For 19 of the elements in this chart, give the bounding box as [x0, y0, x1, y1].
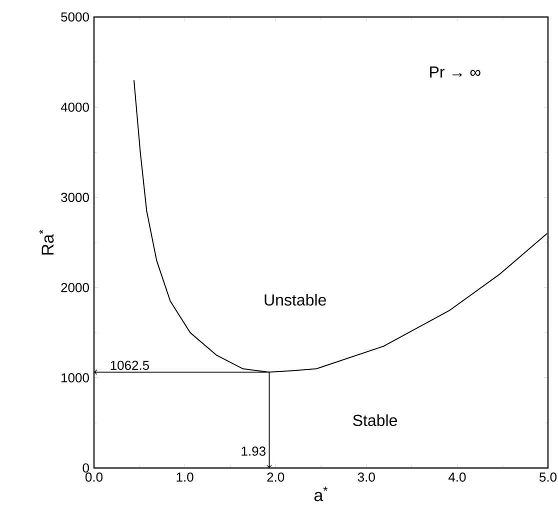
annotation: Stable — [353, 414, 397, 426]
x-tick-label: 2.0 — [267, 472, 284, 482]
y-tick-label: 3000 — [61, 192, 89, 202]
x-tick-label: 4.0 — [448, 472, 466, 482]
x-tick-label: 0.0 — [85, 472, 103, 482]
annotation: Pr → ∞ — [430, 66, 480, 78]
y-tick-label: 1000 — [62, 373, 89, 382]
y-tick-label: 4000 — [60, 102, 89, 112]
x-tick-label: 5.0 — [539, 472, 557, 482]
annotation: Unstable — [264, 294, 326, 306]
x-axis-title: a$^{*}$ — [314, 486, 328, 502]
ref-line-label: 1062.5 — [110, 360, 150, 370]
y-axis-title: Ra$^{*}$ — [39, 230, 54, 255]
x-tick-label: 1.0 — [176, 472, 194, 482]
y-tick-label: 0 — [82, 463, 89, 473]
ref-line-label: 1.93 — [242, 446, 266, 456]
y-tick-label: 5000 — [61, 12, 89, 22]
x-tick-label: 3.0 — [358, 472, 375, 482]
y-tick-label: 2000 — [61, 282, 89, 292]
